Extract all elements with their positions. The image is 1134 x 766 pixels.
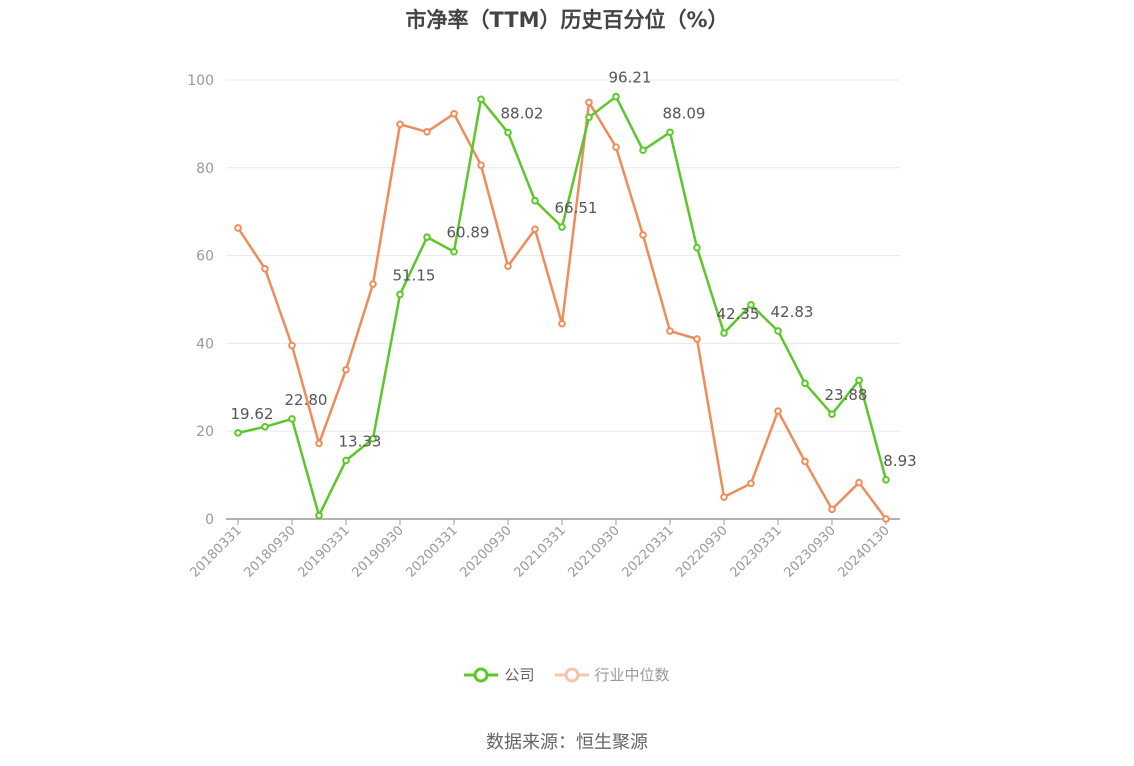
company-point (828, 410, 836, 418)
axes: 0 20 40 60 80 100 2018033120180930201903312019… (187, 73, 900, 581)
company-point (369, 434, 377, 443)
legend-label-industry-median: 行业中位数 (594, 666, 670, 684)
company-data-label: 13.33 (339, 432, 382, 450)
industry-median-point (666, 327, 674, 335)
x-tick-label: 20180930 (241, 523, 298, 580)
company-point (477, 95, 485, 104)
company-point (612, 92, 620, 101)
y-tick-label: 80 (196, 161, 214, 177)
industry-median-point (234, 224, 242, 232)
series-lines (234, 92, 890, 523)
company-point (558, 223, 566, 231)
company-data-label: 88.09 (663, 104, 706, 122)
x-tick-label: 20230930 (781, 523, 838, 580)
industry-median-point (693, 335, 701, 343)
legend-marker-industry-median (554, 667, 589, 682)
company-point (261, 423, 269, 431)
y-tick-label: 100 (187, 73, 214, 89)
legend-label-company: 公司 (504, 666, 535, 684)
company-data-label: 66.51 (555, 199, 598, 217)
company-point (747, 300, 755, 309)
company-point (855, 376, 863, 385)
legend-marker-company (464, 667, 499, 682)
line-chart: 0 20 40 60 80 100 2018033120180930201903312019… (187, 69, 917, 581)
company-point (396, 290, 404, 299)
industry-median-point (801, 457, 809, 466)
company-data-label: 42.83 (771, 303, 814, 321)
y-tick-label: 20 (196, 424, 214, 440)
industry-median-point (450, 110, 458, 118)
y-tick-label: 60 (196, 249, 214, 265)
company-data-label: 19.62 (231, 405, 274, 423)
x-tick-label: 20240130 (835, 523, 892, 580)
company-data-label: 51.15 (393, 266, 436, 284)
company-point (585, 113, 593, 122)
x-tick-label: 20210930 (565, 523, 622, 580)
company-data-label: 42.35 (717, 305, 760, 323)
company-point (774, 327, 782, 335)
y-tick-label: 40 (196, 336, 214, 352)
industry-median-point (288, 341, 296, 350)
x-tick-label: 20220331 (619, 523, 676, 580)
industry-median-point (747, 479, 755, 488)
industry-median-point (504, 262, 512, 270)
industry-median-point (585, 98, 593, 107)
company-data-label: 60.89 (447, 224, 490, 242)
company-point (531, 196, 539, 205)
company-data-label: 8.93 (883, 452, 916, 470)
industry-median-point (828, 505, 836, 514)
company-data-label: 22.80 (285, 391, 328, 409)
company-point (882, 475, 890, 484)
legend-item-industry-median[interactable]: 行业中位数 (554, 664, 670, 685)
company-data-label: 23.88 (825, 386, 868, 404)
company-point (342, 456, 350, 465)
legend-item-company[interactable]: 公司 (464, 664, 535, 685)
x-tick-label: 20200930 (457, 523, 514, 580)
industry-median-point (396, 120, 404, 129)
company-point (720, 329, 728, 337)
y-tick-label: 0 (205, 512, 214, 528)
x-tick-label: 20190930 (349, 523, 406, 580)
industry-median-point (639, 231, 647, 239)
industry-median-point (531, 225, 539, 234)
company-point (423, 233, 431, 241)
grid-lines (226, 79, 900, 432)
industry-median-point (369, 280, 377, 288)
company-point (693, 243, 701, 252)
x-tick-label: 20190331 (295, 523, 352, 580)
company-data-label: 88.02 (501, 105, 544, 123)
company-data-label: 96.21 (609, 69, 652, 87)
x-tick-label: 20210331 (511, 523, 568, 580)
chart-title: 市净率（TTM）历史百分位（%） (405, 8, 729, 32)
industry-median-point (423, 128, 431, 136)
industry-median-point (720, 493, 728, 501)
industry-median-point (342, 365, 350, 374)
industry-median-point (882, 515, 890, 523)
x-tick-label: 20220930 (673, 523, 730, 580)
industry-median-point (261, 264, 269, 273)
industry-median-point (477, 161, 485, 169)
x-tick-label: 20180331 (187, 523, 244, 580)
data-source: 数据来源：恒生聚源 (486, 732, 648, 753)
company-point (288, 415, 296, 423)
industry-median-point (855, 478, 863, 487)
company-point (504, 128, 512, 137)
company-point (639, 146, 647, 155)
industry-median-point (612, 143, 620, 151)
company-point (450, 247, 458, 256)
industry-median-point (558, 319, 566, 328)
data-labels: 19.62 22.80 13.33 51.15 60.89 88.02 66.51 96.21… (231, 69, 917, 470)
legend: 公司 行业中位数 (0, 664, 1134, 685)
x-tick-label: 20200331 (403, 523, 460, 580)
company-point (666, 128, 674, 137)
company-point (315, 511, 323, 520)
company-point (234, 429, 242, 437)
industry-median-point (315, 439, 323, 448)
company-point (801, 379, 809, 388)
industry-median-point (774, 407, 782, 415)
x-tick-label: 20230331 (727, 523, 784, 580)
